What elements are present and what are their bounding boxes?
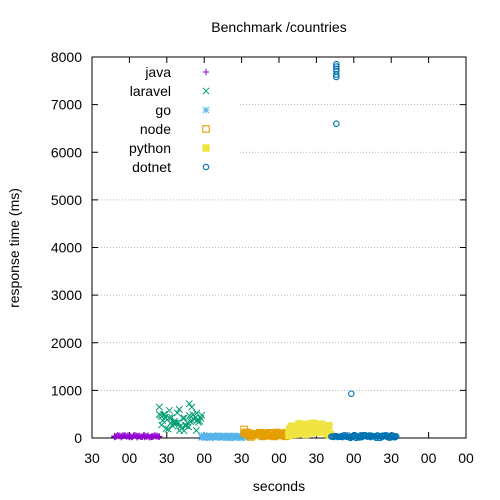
data-point <box>325 421 333 430</box>
data-point <box>188 403 196 411</box>
data-point <box>162 425 170 433</box>
data-point <box>333 68 340 75</box>
data-point <box>141 433 148 441</box>
data-point <box>180 414 188 422</box>
data-point <box>198 411 206 419</box>
data-point <box>175 405 183 413</box>
x-tick-label: 30 <box>84 450 100 466</box>
data-point <box>242 429 251 437</box>
data-point <box>165 406 173 414</box>
data-point <box>173 409 181 417</box>
data-point <box>164 425 172 433</box>
data-point <box>111 433 118 441</box>
data-point <box>392 433 399 441</box>
y-tick-label: 0 <box>74 430 82 446</box>
legend-marker <box>202 125 210 133</box>
data-point <box>155 403 163 411</box>
series-laravel <box>155 400 206 435</box>
data-point <box>250 429 258 438</box>
data-point <box>192 426 200 435</box>
series-go <box>198 432 248 442</box>
data-point <box>257 429 266 437</box>
data-point <box>317 420 326 428</box>
legend-label: node <box>140 121 171 137</box>
legend-marker <box>202 68 210 76</box>
data-point <box>287 422 296 430</box>
data-point <box>193 409 201 417</box>
data-point <box>392 433 400 440</box>
data-point <box>170 417 178 425</box>
series-python <box>285 419 335 440</box>
data-point <box>350 432 358 440</box>
series-java <box>111 431 163 441</box>
data-point <box>156 433 163 440</box>
legend-label: go <box>155 102 171 118</box>
legend-marker <box>202 106 210 114</box>
data-point <box>333 60 340 68</box>
data-point <box>302 420 311 429</box>
data-point <box>333 63 340 70</box>
data-point <box>193 416 202 424</box>
x-tick-label: 30 <box>159 450 175 466</box>
y-axis-label: response time (ms) <box>6 188 22 308</box>
data-point <box>310 419 318 427</box>
legend-label: dotnet <box>132 159 171 175</box>
x-tick-label: 30 <box>234 450 250 466</box>
data-point <box>160 410 168 418</box>
data-point <box>148 433 156 440</box>
legend-label: python <box>129 140 171 156</box>
y-tick-label: 7000 <box>51 97 82 113</box>
data-point <box>333 65 340 73</box>
data-point <box>126 433 133 441</box>
x-tick-label: 30 <box>383 450 399 466</box>
data-point <box>213 433 221 441</box>
data-point <box>165 414 173 422</box>
y-tick-label: 2000 <box>51 335 82 351</box>
legend-marker <box>202 163 210 171</box>
y-tick-label: 3000 <box>51 287 82 303</box>
x-tick-label: 00 <box>196 450 212 466</box>
data-point <box>185 400 193 408</box>
data-point <box>272 429 281 437</box>
data-point <box>158 421 166 429</box>
data-point <box>358 433 365 440</box>
chart-title: Benchmark /countries <box>211 19 346 35</box>
x-tick-label: 00 <box>346 450 362 466</box>
y-tick-label: 5000 <box>51 192 82 208</box>
legend-label: laravel <box>130 83 171 99</box>
data-point <box>228 433 236 441</box>
y-tick-label: 1000 <box>51 382 82 398</box>
data-point <box>333 120 340 127</box>
legend-marker <box>202 144 210 152</box>
data-point <box>235 433 243 441</box>
x-tick-label: 00 <box>458 450 474 466</box>
data-point <box>133 432 141 440</box>
y-tick-label: 6000 <box>51 144 82 160</box>
x-axis-label: seconds <box>253 478 305 494</box>
y-tick-label: 8000 <box>51 49 82 65</box>
data-point <box>265 429 273 437</box>
x-tick-label: 00 <box>271 450 287 466</box>
data-point <box>295 420 303 428</box>
data-point <box>198 433 206 441</box>
data-point <box>220 433 228 441</box>
y-tick-label: 4000 <box>51 240 82 256</box>
data-point <box>168 413 176 422</box>
series-dotnet <box>328 60 400 442</box>
data-point <box>348 390 355 397</box>
x-tick-label: 00 <box>122 450 138 466</box>
data-point <box>377 433 385 440</box>
x-tick-label: 30 <box>309 450 325 466</box>
legend-marker <box>202 87 210 95</box>
data-point <box>205 433 213 441</box>
x-tick-label: 00 <box>421 450 437 466</box>
data-point <box>118 433 126 440</box>
data-point <box>240 425 248 434</box>
series-node <box>240 425 293 441</box>
legend-label: java <box>144 64 171 80</box>
data-point <box>367 432 375 440</box>
data-point <box>184 423 193 431</box>
